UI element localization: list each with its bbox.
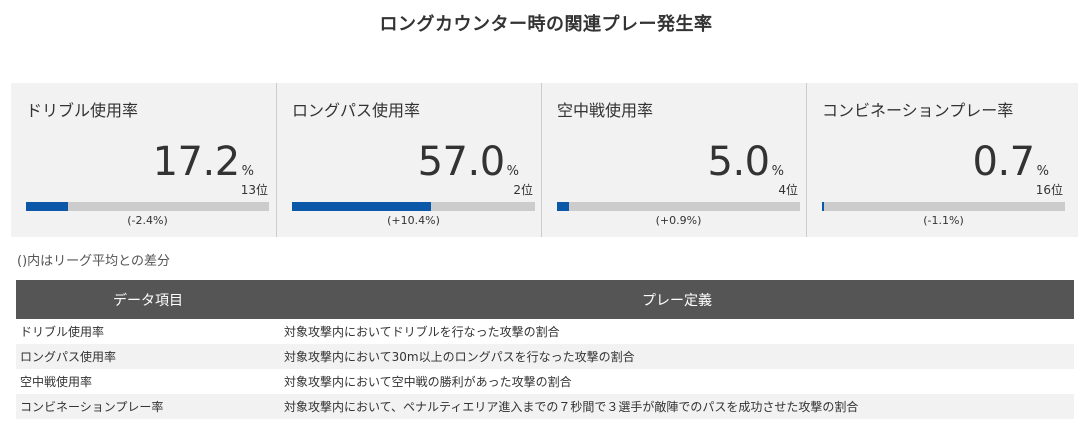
table-row: ドリブル使用率 対象攻撃内においてドリブルを行なった攻撃の割合 [16, 319, 1074, 344]
stat-card-diff: (+0.9%) [655, 214, 702, 227]
table-cell-definition: 対象攻撃内において30m以上のロングパスを行なった攻撃の割合 [280, 344, 1074, 369]
stat-card-label: ドリブル使用率 [26, 101, 139, 120]
progress-bar-track [292, 202, 535, 211]
stat-card-value: 0.7% [973, 141, 1049, 193]
stat-card-rank: 16位 [1035, 183, 1063, 197]
table-header-item: データ項目 [16, 280, 280, 319]
stat-card-diff: (-1.1%) [923, 214, 964, 227]
stat-card-rank: 13位 [240, 183, 268, 197]
table-cell-item: ドリブル使用率 [16, 319, 280, 344]
stat-card-rank: 2位 [513, 183, 533, 197]
page-title: ロングカウンター時の関連プレー発生率 [379, 14, 713, 35]
table-row: コンビネーションプレー率 対象攻撃内において、ペナルティエリア進入までの７秒間で… [16, 394, 1074, 419]
progress-bar-track [822, 202, 1065, 211]
stat-card-longpass: ロングパス使用率 57.0% 2位 (+10.4%) [276, 83, 541, 237]
table-header-definition: プレー定義 [280, 280, 1074, 319]
stat-value-unit: % [241, 164, 254, 179]
table-row: 空中戦使用率 対象攻撃内において空中戦の勝利があった攻撃の割合 [16, 369, 1074, 394]
progress-bar-fill [557, 202, 570, 211]
stat-card-diff: (-2.4%) [127, 214, 168, 227]
stat-value-unit: % [506, 164, 519, 179]
stat-card-aerial: 空中戦使用率 5.0% 4位 (+0.9%) [541, 83, 806, 237]
stat-card-rank: 4位 [778, 183, 798, 197]
stat-card-diff: (+10.4%) [387, 214, 440, 227]
table-cell-item: ロングパス使用率 [16, 344, 280, 369]
table-cell-definition: 対象攻撃内においてドリブルを行なった攻撃の割合 [280, 319, 1074, 344]
table-header-row: データ項目 プレー定義 [16, 280, 1074, 319]
stat-card-label: ロングパス使用率 [292, 101, 421, 120]
stat-value-number: 57.0 [417, 139, 506, 185]
stat-card-value: 57.0% [418, 141, 519, 193]
progress-bar-fill [292, 202, 431, 211]
stat-card-value: 17.2% [153, 141, 254, 193]
table-cell-definition: 対象攻撃内において、ペナルティエリア進入までの７秒間で３選手が敵陣でのパスを成功… [280, 394, 1074, 419]
stat-card-label: 空中戦使用率 [557, 101, 654, 120]
table-cell-item: 空中戦使用率 [16, 369, 280, 394]
table-row: ロングパス使用率 対象攻撃内において30m以上のロングパスを行なった攻撃の割合 [16, 344, 1074, 369]
progress-bar-track [557, 202, 800, 211]
stat-value-unit: % [1036, 164, 1049, 179]
stat-value-number: 5.0 [707, 139, 771, 185]
stat-value-number: 17.2 [152, 139, 241, 185]
progress-bar-track [26, 202, 269, 211]
stat-card-combination: コンビネーションプレー率 0.7% 16位 (-1.1%) [806, 83, 1071, 237]
stat-card-dribble: ドリブル使用率 17.2% 13位 (-2.4%) [11, 83, 276, 237]
definition-table: データ項目 プレー定義 ドリブル使用率 対象攻撃内においてドリブルを行なった攻撃… [16, 280, 1074, 419]
stat-card-label: コンビネーションプレー率 [822, 101, 1014, 120]
stat-cards: ドリブル使用率 17.2% 13位 (-2.4%) ロングパス使用率 57.0%… [11, 83, 1078, 237]
stat-value-unit: % [771, 164, 784, 179]
table-cell-definition: 対象攻撃内において空中戦の勝利があった攻撃の割合 [280, 369, 1074, 394]
footnote: ()内はリーグ平均との差分 [17, 254, 171, 269]
stat-card-value: 5.0% [708, 141, 784, 193]
stat-value-number: 0.7 [972, 139, 1036, 185]
table-cell-item: コンビネーションプレー率 [16, 394, 280, 419]
progress-bar-fill [822, 202, 824, 211]
progress-bar-fill [26, 202, 68, 211]
